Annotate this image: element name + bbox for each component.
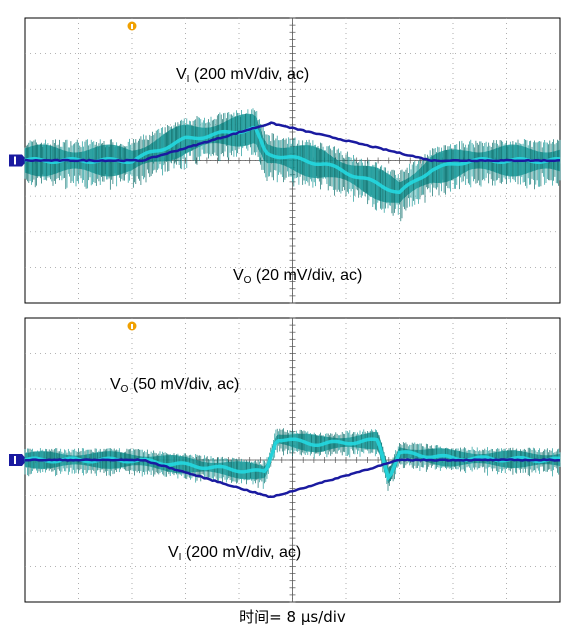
series-label: VO (20 mV/div, ac) [233,267,362,286]
bottom-scope-panel: VO (50 mV/div, ac) VI (200 mV/div, ac) [9,317,561,603]
timebase-label: 时间= 8 μs/div [239,608,346,626]
input-voltage-trace [24,121,561,163]
top-scope-panel: VI (200 mV/div, ac) VO (20 mV/div, ac) [9,17,561,304]
series-label: VI (200 mV/div, ac) [176,66,309,85]
series-label: VI (200 mV/div, ac) [168,544,301,563]
trigger-marker-icon [127,21,137,31]
trigger-marker-icon [127,321,137,331]
channel-ground-marker-icon [9,154,27,167]
input-voltage-trace [24,458,560,499]
channel-ground-marker-icon [9,454,27,466]
series-label: VO (50 mV/div, ac) [110,376,239,395]
